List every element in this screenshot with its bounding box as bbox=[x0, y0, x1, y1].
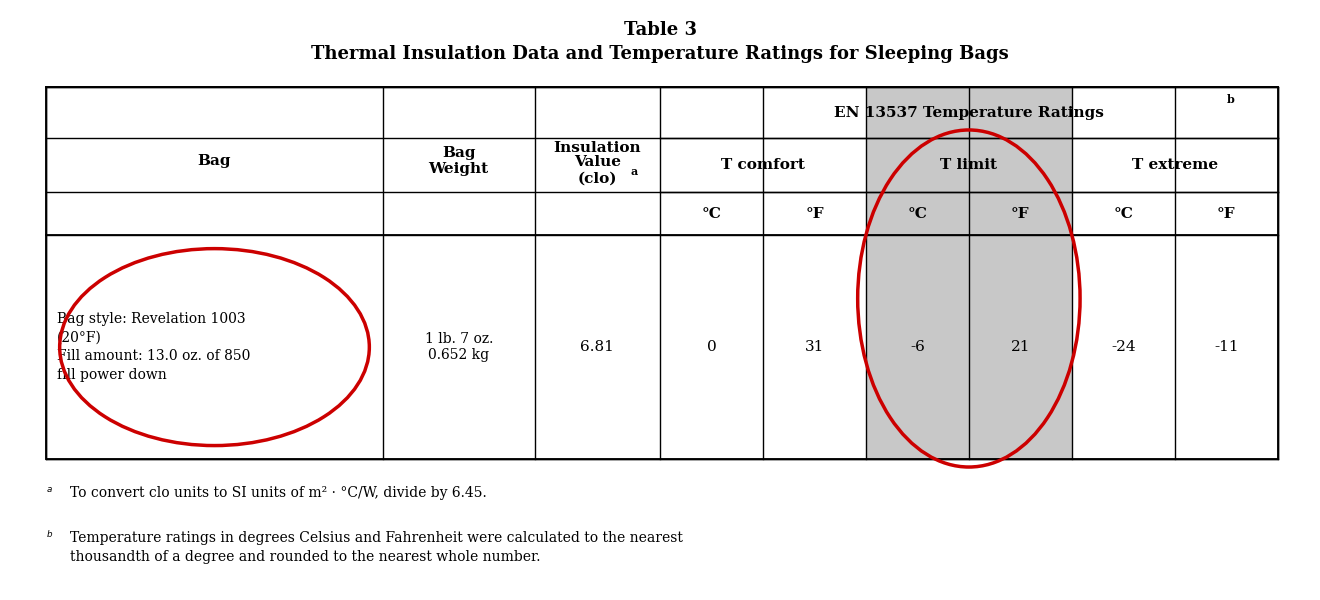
Text: °C: °C bbox=[701, 206, 722, 221]
Bar bbox=[46, 87, 1278, 459]
Bar bbox=[866, 87, 1072, 459]
Text: To convert clo units to SI units of m² · °C/W, divide by 6.45.: To convert clo units to SI units of m² ·… bbox=[70, 486, 487, 500]
Bar bbox=[48, 135, 659, 141]
Text: T extreme: T extreme bbox=[1131, 158, 1218, 172]
Text: Bag
Weight: Bag Weight bbox=[429, 146, 488, 176]
Text: 21: 21 bbox=[1011, 340, 1030, 354]
Text: 1 lb. 7 oz.
0.652 kg: 1 lb. 7 oz. 0.652 kg bbox=[425, 332, 492, 362]
Text: EN 13537 Temperature Ratings: EN 13537 Temperature Ratings bbox=[834, 106, 1104, 119]
Text: Temperature ratings in degrees Celsius and Fahrenheit were calculated to the nea: Temperature ratings in degrees Celsius a… bbox=[70, 531, 682, 565]
Text: Insulation: Insulation bbox=[553, 141, 642, 155]
Text: -6: -6 bbox=[909, 340, 925, 354]
Text: $^b$: $^b$ bbox=[46, 531, 54, 544]
Text: 6.81: 6.81 bbox=[581, 340, 614, 354]
Text: 31: 31 bbox=[805, 340, 824, 354]
Text: -11: -11 bbox=[1214, 340, 1238, 354]
Bar bbox=[48, 189, 659, 195]
Text: T comfort: T comfort bbox=[721, 158, 805, 172]
Text: -24: -24 bbox=[1111, 340, 1135, 354]
Text: Bag: Bag bbox=[198, 154, 231, 168]
Text: Table 3: Table 3 bbox=[623, 21, 697, 39]
Text: °C: °C bbox=[907, 206, 928, 221]
Text: Bag style: Revelation 1003
(20°F)
Fill amount: 13.0 oz. of 850
fill power down: Bag style: Revelation 1003 (20°F) Fill a… bbox=[57, 313, 249, 382]
Text: a: a bbox=[631, 166, 638, 178]
Text: °F: °F bbox=[805, 206, 824, 221]
Text: Value: Value bbox=[574, 155, 620, 169]
Text: $^a$: $^a$ bbox=[46, 486, 53, 499]
Text: T limit: T limit bbox=[940, 158, 998, 172]
Bar bbox=[46, 87, 1278, 459]
Text: °F: °F bbox=[1217, 206, 1236, 221]
Text: 0: 0 bbox=[706, 340, 717, 354]
Text: °F: °F bbox=[1011, 206, 1030, 221]
Text: Thermal Insulation Data and Temperature Ratings for Sleeping Bags: Thermal Insulation Data and Temperature … bbox=[312, 45, 1008, 63]
Text: b: b bbox=[1226, 94, 1234, 105]
Text: (clo): (clo) bbox=[578, 172, 616, 186]
Text: °C: °C bbox=[1113, 206, 1134, 221]
